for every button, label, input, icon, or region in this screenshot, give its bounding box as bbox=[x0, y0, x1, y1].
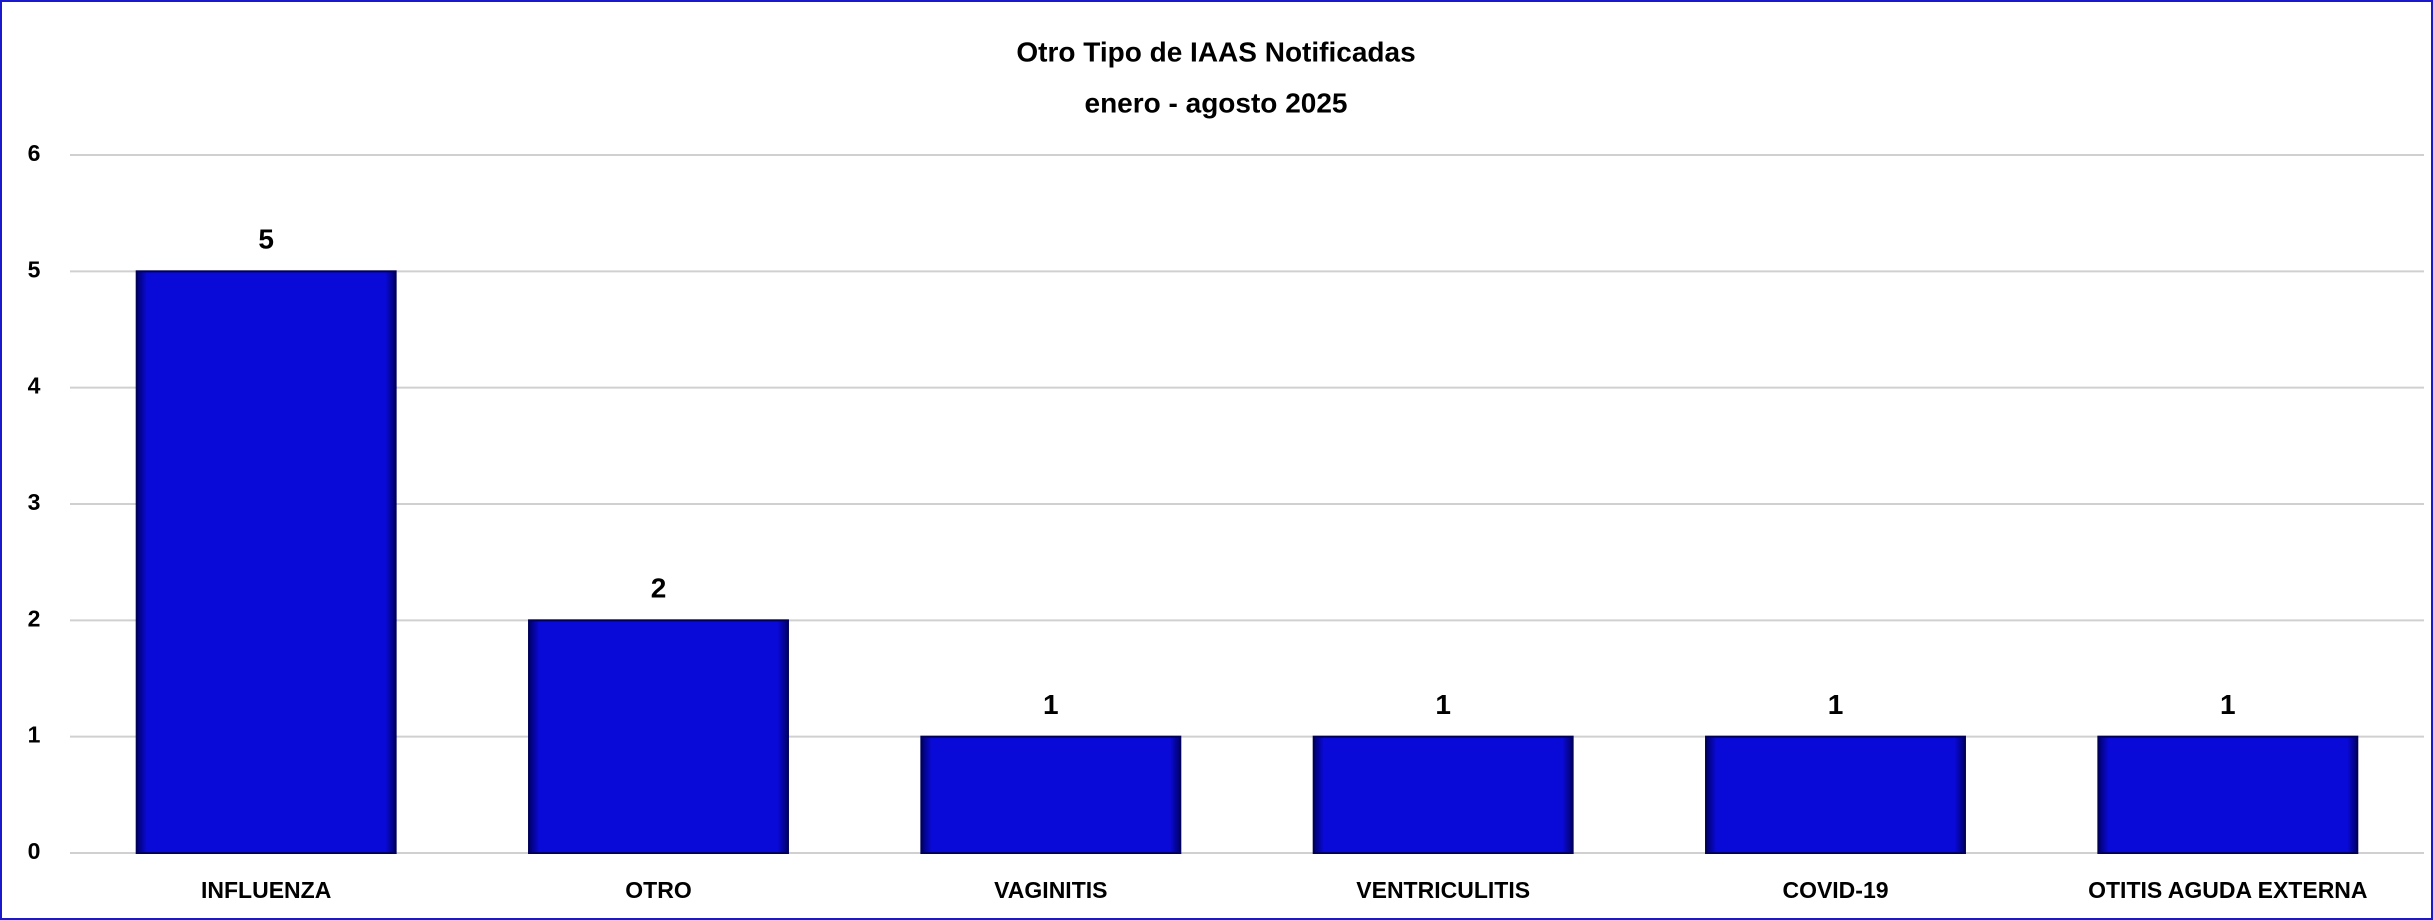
bar bbox=[528, 619, 789, 854]
x-tick-label: OTITIS AGUDA EXTERNA bbox=[2088, 877, 2367, 903]
bar bbox=[1705, 735, 1966, 855]
y-tick-label: 6 bbox=[28, 140, 41, 166]
bar bbox=[2097, 735, 2359, 855]
y-tick-label: 2 bbox=[28, 605, 41, 631]
x-tick-label: INFLUENZA bbox=[201, 877, 331, 903]
y-tick-label: 4 bbox=[28, 373, 41, 399]
y-tick-label: 1 bbox=[28, 722, 41, 748]
chart-title: Otro Tipo de IAAS Notificadas bbox=[1016, 36, 1415, 67]
value-label: 1 bbox=[1828, 689, 1844, 720]
value-label: 2 bbox=[651, 573, 667, 604]
bar bbox=[920, 735, 1182, 855]
x-tick-label: COVID-19 bbox=[1782, 877, 1888, 903]
bar bbox=[135, 270, 397, 855]
x-tick-label: VENTRICULITIS bbox=[1356, 877, 1530, 903]
value-label: 1 bbox=[1043, 689, 1059, 720]
value-label: 1 bbox=[1435, 689, 1451, 720]
y-tick-label: 5 bbox=[28, 256, 41, 282]
x-tick-label: OTRO bbox=[625, 877, 691, 903]
value-label: 5 bbox=[258, 224, 274, 255]
bar bbox=[1312, 735, 1574, 855]
x-tick-label: VAGINITIS bbox=[994, 877, 1107, 903]
chart-subtitle: enero - agosto 2025 bbox=[1085, 87, 1348, 118]
y-tick-label: 0 bbox=[28, 838, 41, 864]
value-label: 1 bbox=[2220, 689, 2236, 720]
y-tick-label: 3 bbox=[28, 489, 41, 515]
